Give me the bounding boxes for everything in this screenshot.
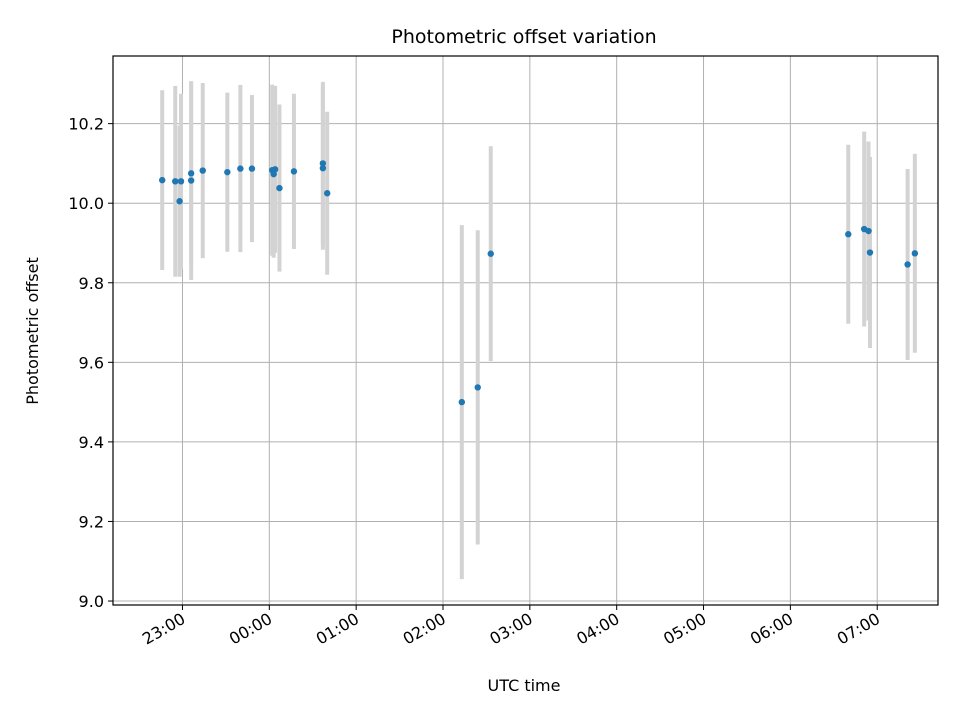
data-point <box>271 166 279 173</box>
y-tick-label: 9.0 <box>79 592 104 611</box>
y-tick-label: 9.6 <box>79 353 104 372</box>
data-point <box>474 384 481 391</box>
data-point <box>324 190 331 197</box>
data-point <box>224 168 231 176</box>
x-tick-label: 00:00 <box>226 609 275 649</box>
x-tick-label: 01:00 <box>313 609 362 649</box>
data-point <box>911 250 919 257</box>
data-point <box>177 178 185 185</box>
data-point <box>866 249 874 256</box>
x-tick-label: 05:00 <box>660 609 709 649</box>
data-point <box>276 184 283 192</box>
y-tick-label: 9.8 <box>79 274 104 293</box>
data-point <box>487 250 494 257</box>
chart-title: Photometric offset variation <box>391 26 656 48</box>
data-point <box>319 164 327 172</box>
data-point <box>845 231 852 238</box>
grid-lines <box>113 56 938 605</box>
data-point <box>865 227 872 235</box>
data-point <box>187 170 195 177</box>
data-point <box>176 198 183 205</box>
data-point <box>904 261 911 268</box>
y-tick-label: 9.2 <box>79 512 104 531</box>
plot-frame <box>112 55 939 606</box>
data-point <box>319 160 327 167</box>
x-axis-ticks: 23:00 00:00 01:00 02:00 03:00 04:00 05:00 06:00… <box>139 605 883 649</box>
data-point <box>172 178 179 185</box>
y-tick-label: 9.4 <box>79 433 104 452</box>
data-point <box>187 177 195 184</box>
data-point <box>458 398 466 406</box>
x-tick-label: 04:00 <box>573 609 622 649</box>
x-tick-label: 07:00 <box>834 609 883 649</box>
data-point <box>159 176 166 184</box>
y-axis-ticks: 9.0 9.2 9.4 9.6 9.8 10.0 10.2 <box>68 115 113 611</box>
y-tick-label: 10.2 <box>68 115 104 134</box>
error-bars <box>160 81 917 580</box>
data-point <box>199 167 206 174</box>
x-axis-label: UTC time <box>488 676 561 695</box>
data-points <box>159 160 919 406</box>
data-point <box>290 168 298 175</box>
data-point <box>248 165 256 172</box>
data-point <box>237 165 244 172</box>
x-tick-label: 02:00 <box>400 609 449 649</box>
x-tick-label: 06:00 <box>747 609 796 649</box>
y-tick-label: 10.0 <box>68 194 104 213</box>
x-tick-label: 03:00 <box>486 609 535 649</box>
x-tick-label: 23:00 <box>139 609 188 649</box>
y-axis-label: Photometric offset <box>23 257 42 405</box>
